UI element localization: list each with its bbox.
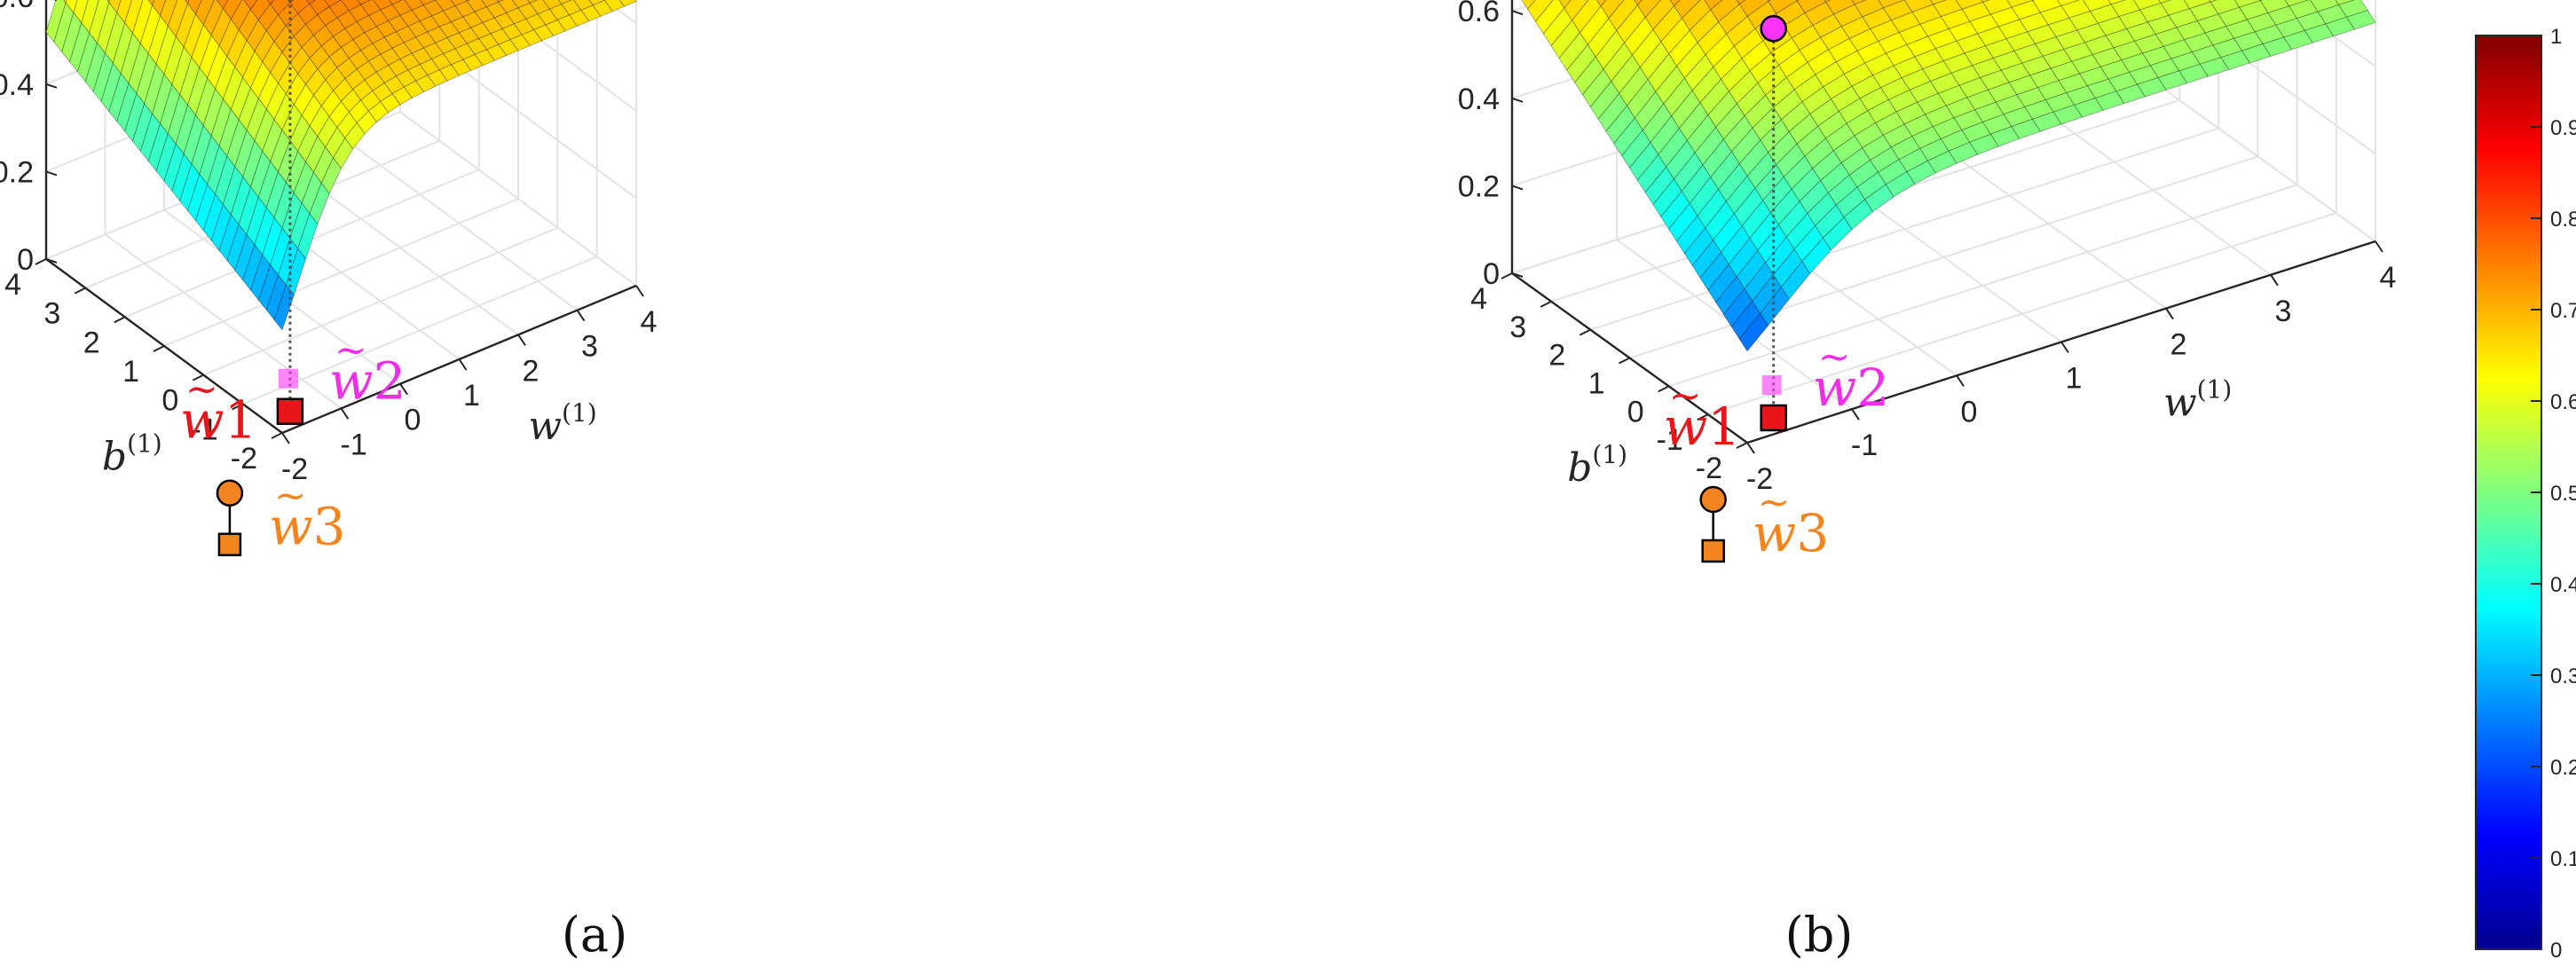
colorbar-tick-label: 0.7 xyxy=(2550,299,2576,323)
x-tick-label: -2 xyxy=(1746,462,1773,496)
y-axis-label: b(1) xyxy=(102,429,162,479)
label-w2: w2 xyxy=(329,351,406,412)
svg-text:~: ~ xyxy=(274,474,307,519)
x-tick-label: 2 xyxy=(2170,328,2187,362)
x-tick-label: -1 xyxy=(340,428,366,461)
x-tick-label: 1 xyxy=(2066,362,2083,396)
z-tick-label: 0.6 xyxy=(0,0,34,14)
colorbar-tick-label: 1 xyxy=(2550,25,2562,49)
marker-w3-circle xyxy=(1699,485,1727,514)
marker-w1-square xyxy=(276,397,304,425)
x-tick-label: 4 xyxy=(641,305,658,339)
y-tick-label: -2 xyxy=(231,442,257,476)
label-w2: w2 xyxy=(1813,358,1890,418)
surface xyxy=(1521,0,2376,352)
x-tick-label: 1 xyxy=(463,379,480,413)
colorbar-tick-label: 0.9 xyxy=(2550,116,2576,140)
colorbar-tick-label: 0.3 xyxy=(2550,664,2576,688)
z-tick-label: 0.4 xyxy=(0,68,34,102)
colorbar-tick-label: 0 xyxy=(2550,939,2562,963)
x-tick-label: -1 xyxy=(1851,429,1878,462)
y-tick-label: 0 xyxy=(1627,395,1644,429)
panel-a: 00.20.40.60.81-2-101234-2-101234w(1)b(1)… xyxy=(0,0,657,557)
y-tick-label: 1 xyxy=(122,355,139,389)
svg-text:~: ~ xyxy=(185,367,218,413)
colorbar-tick-label: 0.8 xyxy=(2550,208,2576,232)
label-w1: w1 xyxy=(1664,397,1741,457)
x-tick-label: -2 xyxy=(281,452,308,486)
surface xyxy=(45,0,637,331)
marker-w2-square xyxy=(278,368,298,389)
colorbar-tick-label: 0.5 xyxy=(2550,482,2576,506)
colorbar-tick-label: 0.1 xyxy=(2550,847,2576,871)
panel-b: 00.20.40.60.81-2-101234-2-101234w(1)b(1)… xyxy=(1458,0,2397,563)
panel-label: (b) xyxy=(1785,907,1854,963)
label-w3: w3 xyxy=(1753,503,1830,563)
svg-text:~: ~ xyxy=(1818,334,1851,380)
marker-w3-square xyxy=(217,532,242,556)
y-tick-label: -1 xyxy=(1657,423,1683,457)
label-w3: w3 xyxy=(269,497,346,557)
panel-label: (a) xyxy=(562,907,627,963)
svg-text:~: ~ xyxy=(1758,480,1791,525)
label-w1: w1 xyxy=(180,390,257,451)
markers: w2~w1~w3~ xyxy=(180,0,406,557)
colorbar-gradient xyxy=(2475,35,2542,950)
markers: w2~w1~w3~ xyxy=(1664,14,1890,563)
y-tick-label: -2 xyxy=(1696,452,1722,485)
y-tick-label: 0 xyxy=(161,384,178,418)
y-tick-label: 4 xyxy=(1470,282,1487,316)
x-axis-label: w(1) xyxy=(528,398,596,449)
y-tick-label: 3 xyxy=(43,297,60,331)
x-tick-label: 0 xyxy=(1961,395,1978,429)
z-tick-label: 0 xyxy=(17,243,34,277)
y-tick-label: -1 xyxy=(191,413,217,446)
z-tick-label: 0.2 xyxy=(0,155,34,189)
z-tick-label: 0 xyxy=(1483,257,1500,291)
y-tick-label: 2 xyxy=(1548,339,1565,373)
x-tick-label: 3 xyxy=(2275,295,2292,328)
colorbar: 0 0.1 0.2 0.3 0.4 0.5 0.6 0.7 0.8 0.9 1 xyxy=(2475,25,2576,963)
marker-w3-circle xyxy=(216,479,244,507)
colorbar-tick-label: 0.6 xyxy=(2550,390,2576,414)
y-tick-label: 2 xyxy=(83,326,100,359)
x-tick-label: 3 xyxy=(581,330,598,364)
z-tick-label: 0.4 xyxy=(1458,83,1500,116)
marker-w1-square xyxy=(1760,404,1787,432)
svg-text:~: ~ xyxy=(1669,373,1702,419)
colorbar-tick-label: 0.4 xyxy=(2550,573,2576,597)
colorbar-tick-label: 0.2 xyxy=(2550,756,2576,780)
y-tick-label: 4 xyxy=(4,268,21,302)
y-tick-label: 1 xyxy=(1588,367,1605,401)
marker-w3-square xyxy=(1701,539,1725,563)
y-tick-label: 3 xyxy=(1509,311,1526,344)
marker-w2-circle xyxy=(1760,14,1787,43)
x-tick-label: 4 xyxy=(2380,261,2397,295)
z-tick-label: 0.2 xyxy=(1458,169,1500,203)
x-tick-label: 2 xyxy=(523,354,540,388)
z-tick-label: 0.6 xyxy=(1458,0,1500,28)
svg-text:~: ~ xyxy=(335,328,367,373)
y-axis-label: b(1) xyxy=(1567,440,1627,491)
x-tick-label: 0 xyxy=(405,404,421,437)
x-axis-label: w(1) xyxy=(2163,374,2232,425)
marker-w2-square xyxy=(1761,374,1782,395)
